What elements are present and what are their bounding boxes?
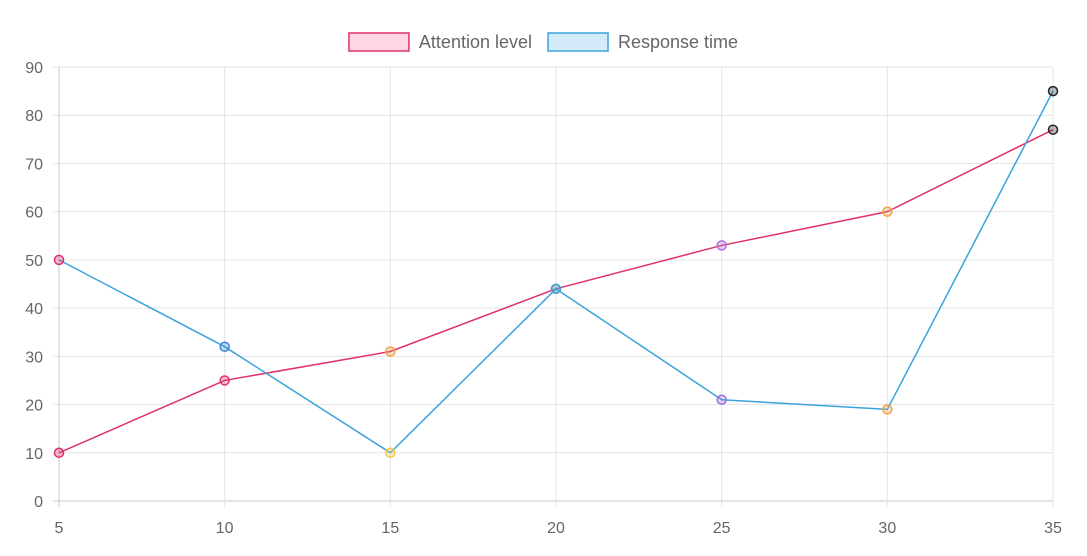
- data-point: [385, 447, 396, 459]
- x-tick-label: 35: [1044, 520, 1062, 537]
- x-tick-label: 10: [216, 520, 234, 537]
- legend-swatch-2: [547, 32, 609, 52]
- data-points: [53, 85, 1059, 459]
- y-tick-label: 90: [25, 60, 43, 77]
- y-tick-label: 0: [34, 494, 43, 511]
- data-point: [1047, 124, 1059, 135]
- y-tick-label: 60: [25, 205, 43, 222]
- x-tick-label: 25: [713, 520, 731, 537]
- x-tick-label: 30: [878, 520, 896, 537]
- data-point: [882, 206, 893, 217]
- x-tick-label: 5: [55, 520, 64, 537]
- data-point: [219, 341, 230, 352]
- y-tick-label: 20: [25, 398, 43, 415]
- y-tick-label: 10: [25, 446, 43, 463]
- series-lines: [58, 90, 1054, 454]
- data-point: [550, 283, 562, 295]
- y-tick-label: 70: [25, 156, 43, 173]
- data-point: [53, 254, 65, 266]
- legend-swatch-1: [348, 32, 410, 52]
- data-point: [1047, 85, 1059, 97]
- axes: 0 10 20 30 40 50 60 70 80 90 5 10 15 20 25 30 35: [25, 60, 1062, 537]
- legend-label-2: Response time: [618, 32, 738, 52]
- data-point: [716, 240, 727, 251]
- y-tick-label: 80: [25, 108, 43, 125]
- y-tick-label: 30: [25, 349, 43, 366]
- legend: Attention level Response time: [348, 32, 738, 52]
- y-tick-label: 40: [25, 301, 43, 318]
- data-point: [385, 346, 396, 357]
- x-tick-label: 15: [381, 520, 399, 537]
- data-point: [716, 394, 727, 405]
- y-tick-label: 50: [25, 253, 43, 270]
- grid: [53, 66, 1054, 507]
- x-tick-label: 20: [547, 520, 565, 537]
- series-line-2: [58, 90, 1054, 454]
- data-point: [219, 375, 230, 386]
- data-point: [882, 404, 893, 415]
- data-point: [53, 447, 65, 459]
- legend-label-1: Attention level: [419, 32, 532, 52]
